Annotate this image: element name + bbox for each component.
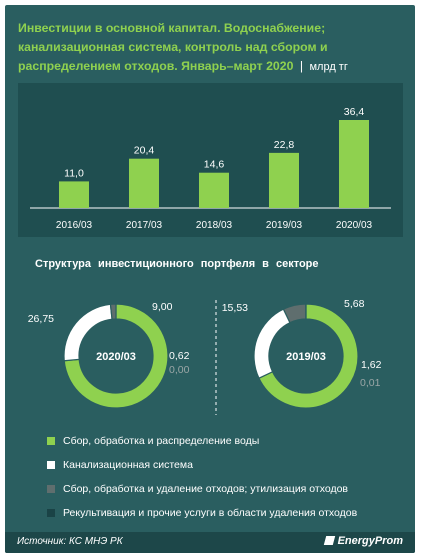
legend-swatch [47,437,55,445]
donut-value-label: 0,00 [169,364,190,376]
legend-swatch [47,485,55,493]
bar [129,158,159,208]
chart-title: Инвестиции в основной капитал. Водоснабж… [18,19,403,77]
donut-center-label: 2020/03 [96,351,136,363]
donut-segment [63,303,169,409]
donut-segment [253,308,291,379]
x-tick-label: 2016/03 [56,220,93,231]
x-tick-label: 2017/03 [126,220,163,231]
bar-chart: 11,0 2016/03 20,4 2017/03 14,6 2018/03 22,8 201… [30,106,391,231]
infographic-frame: Инвестиции в основной капитал. Водоснабж… [5,5,415,553]
donut-center-label: 2019/03 [286,351,326,363]
donut-value-label: 0,62 [169,350,190,362]
donut-value-label: 15,53 [222,302,248,314]
legend-label: Сбор, обработка и удаление отходов; утил… [63,483,348,495]
source-text: Источник: КС МНЭ РК [17,536,123,547]
bar-value-label: 14,6 [204,159,225,171]
bar [269,152,299,208]
title-text: Инвестиции в основной капитал. Водоснабж… [18,21,328,73]
bar-value-label: 36,4 [344,106,365,118]
donut-charts: 2020/03 26,75 9,00 0,62 0,00 2019/03 15,53 5,68… [28,298,382,415]
bar-value-label: 20,4 [134,145,155,157]
brand-logo: EnergyProm [323,535,403,547]
title-separator: | [299,59,304,73]
donut-value-label: 9,00 [152,301,173,313]
bar [199,172,229,208]
brand-mark-icon [323,536,335,545]
footer: Источник: КС МНЭ РК EnergyProm [5,532,415,553]
legend-swatch [47,461,55,469]
donut-value-label: 0,01 [360,377,381,389]
legend-label: Рекультивация и прочие услуги в области … [63,507,358,519]
donut-value-label: 1,62 [361,359,382,371]
x-tick-label: 2019/03 [266,220,303,231]
donut-value-label: 26,75 [28,313,54,325]
donut-value-label: 5,68 [344,298,365,310]
title-unit: млрд тг [309,61,348,73]
bar-value-label: 22,8 [274,139,295,151]
x-tick-label: 2018/03 [196,220,233,231]
bar-value-label: 11,0 [64,167,84,179]
donut-segment [109,303,117,320]
legend-label: Канализационная система [63,459,193,471]
legend-label: Сбор, обработка и распределение воды [63,435,260,447]
bar-chart-panel: 11,0 2016/03 20,4 2017/03 14,6 2018/03 22,8 201… [18,83,403,237]
portfolio-structure-title: Структура инвестиционного портфеля в сек… [35,258,319,270]
donut-segment [258,303,359,409]
x-tick-label: 2020/03 [336,220,373,231]
bar [339,120,369,208]
legend-swatch [47,509,55,517]
bar [59,181,89,208]
brand-name: EnergyProm [337,535,403,547]
